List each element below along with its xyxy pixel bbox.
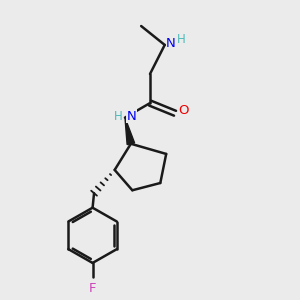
Text: N: N [126, 110, 136, 123]
Text: H: H [114, 110, 123, 123]
Text: O: O [178, 104, 189, 117]
Polygon shape [125, 118, 135, 145]
Text: F: F [89, 282, 96, 295]
Text: O: O [178, 104, 189, 117]
Text: H: H [177, 33, 186, 46]
Text: N: N [126, 110, 136, 123]
Text: H: H [177, 33, 186, 46]
Text: N: N [166, 37, 176, 50]
Text: F: F [89, 282, 96, 295]
Text: H: H [114, 110, 123, 123]
Text: N: N [166, 37, 176, 50]
